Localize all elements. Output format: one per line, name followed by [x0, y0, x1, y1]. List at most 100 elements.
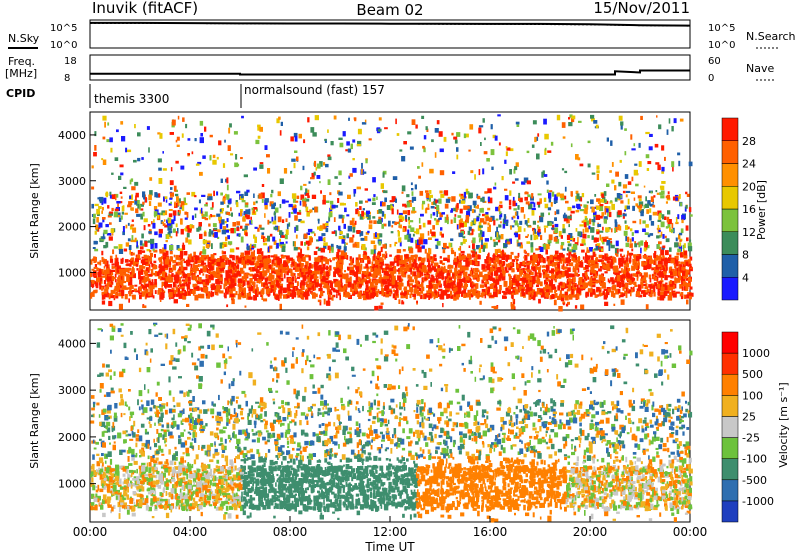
heatmap-cell [580, 261, 584, 268]
heatmap-cell [296, 156, 299, 162]
heatmap-cell [149, 252, 153, 258]
heatmap-cell [408, 200, 412, 203]
heatmap-cell [615, 276, 619, 281]
heatmap-cell [173, 215, 176, 221]
heatmap-cell [672, 196, 678, 201]
heatmap-cell [237, 163, 240, 167]
heatmap-cell [107, 292, 110, 298]
heatmap-cell [318, 264, 322, 271]
heatmap-cell [595, 245, 599, 250]
heatmap-cell [389, 290, 393, 294]
heatmap-cell [156, 193, 160, 198]
heatmap-cell [675, 197, 679, 201]
heatmap-cell [90, 279, 93, 283]
heatmap-cell [166, 256, 169, 261]
heatmap-cell [482, 213, 486, 217]
heatmap-cell [642, 220, 646, 224]
heatmap-cell [548, 288, 553, 293]
heatmap-cell [190, 263, 193, 268]
heatmap-cell [542, 170, 545, 176]
heatmap-cell [620, 195, 622, 199]
heatmap-cell [587, 235, 590, 239]
heatmap-cell [153, 260, 157, 264]
heatmap-cell [183, 197, 186, 204]
heatmap-cell [598, 268, 602, 272]
heatmap-cell [550, 269, 554, 275]
heatmap-cell [491, 273, 494, 276]
heatmap-cell [523, 228, 526, 232]
heatmap-cell [649, 233, 654, 236]
heatmap-cell [423, 239, 428, 245]
heatmap-cell [621, 255, 624, 261]
heatmap-cell [407, 238, 412, 242]
heatmap-cell [681, 281, 683, 285]
heatmap-cell [249, 273, 254, 277]
heatmap-cell [301, 295, 304, 300]
heatmap-cell [391, 261, 396, 264]
heatmap-cell [318, 236, 323, 242]
heatmap-cell [637, 284, 642, 291]
heatmap-cell [358, 254, 361, 261]
heatmap-cell [557, 263, 560, 268]
heatmap-cell [545, 282, 548, 288]
heatmap-cell [123, 248, 128, 252]
heatmap-cell [166, 234, 170, 239]
heatmap-cell [626, 205, 630, 210]
heatmap-cell [232, 270, 235, 276]
heatmap-cell [116, 268, 122, 273]
heatmap-cell [543, 269, 549, 273]
heatmap-cell [365, 284, 369, 291]
heatmap-cell [654, 143, 659, 148]
heatmap-cell [579, 204, 583, 207]
heatmap-cell [290, 136, 294, 142]
heatmap-cell [363, 251, 367, 256]
heatmap-cell [572, 238, 576, 242]
heatmap-cell [243, 287, 246, 294]
heatmap-cell [207, 193, 212, 199]
heatmap-cell [509, 238, 512, 244]
heatmap-cell [162, 290, 166, 293]
heatmap-cell [296, 247, 301, 250]
heatmap-cell [103, 269, 108, 276]
heatmap-cell [476, 293, 480, 299]
heatmap-cell [684, 206, 687, 212]
heatmap-cell [404, 256, 409, 262]
power-heatmap-cells [90, 114, 694, 312]
heatmap-cell [157, 290, 162, 295]
heatmap-cell [300, 248, 302, 254]
heatmap-cell [314, 233, 316, 237]
heatmap-cell [627, 236, 630, 243]
heatmap-cell [427, 267, 433, 272]
heatmap-cell [638, 207, 642, 213]
heatmap-cell [497, 248, 501, 253]
heatmap-cell [386, 276, 391, 282]
heatmap-cell [162, 247, 167, 252]
heatmap-cell [229, 291, 233, 295]
heatmap-cell [516, 124, 520, 127]
heatmap-cell [388, 220, 391, 227]
heatmap-cell [93, 269, 96, 273]
heatmap-cell [667, 191, 670, 195]
heatmap-cell [354, 281, 359, 284]
heatmap-cell [652, 275, 655, 279]
heatmap-cell [432, 283, 434, 289]
heatmap-cell [643, 293, 647, 297]
heatmap-cell [322, 199, 326, 205]
heatmap-cell [596, 280, 598, 284]
heatmap-cell [532, 229, 535, 236]
heatmap-cell [180, 228, 184, 235]
heatmap-cell [463, 205, 468, 210]
heatmap-cell [564, 270, 569, 276]
heatmap-cell [454, 278, 456, 283]
heatmap-cell [493, 186, 497, 190]
heatmap-cell [450, 282, 452, 285]
heatmap-cell [615, 240, 619, 247]
heatmap-cell [562, 271, 565, 277]
heatmap-cell [339, 202, 345, 206]
heatmap-cell [415, 243, 420, 249]
heatmap-cell [368, 138, 372, 141]
heatmap-cell [534, 291, 538, 297]
heatmap-cell [347, 281, 352, 288]
heatmap-cell [486, 158, 490, 162]
heatmap-cell [634, 243, 638, 248]
